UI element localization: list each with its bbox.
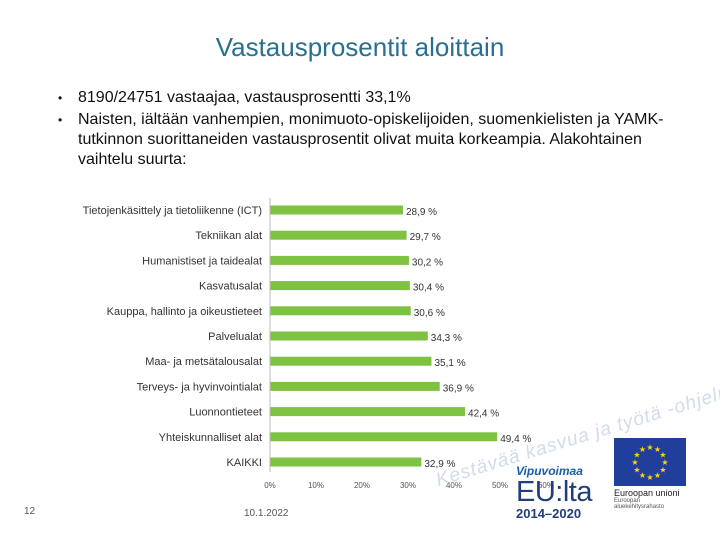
category-label: Humanistiset ja taidealat — [142, 255, 262, 267]
eu-star-icon: ★ — [633, 451, 640, 460]
vipu-years: 2014–2020 — [516, 506, 582, 521]
data-label: 30,6 % — [414, 308, 445, 319]
eu-star-icon: ★ — [654, 471, 661, 480]
data-label: 29,7 % — [410, 232, 441, 243]
data-label: 42,4 % — [468, 409, 499, 420]
data-label: 34,3 % — [431, 333, 462, 344]
eu-logo: ★ ★ ★ ★ ★ ★ ★ ★ ★ ★ ★ ★ Euroopan unioni Euroopan al… — [614, 438, 686, 510]
eu-star-icon: ★ — [631, 458, 638, 467]
category-label: Kasvatusalat — [199, 281, 262, 293]
bar — [270, 255, 409, 265]
vipu-name: Vipuvoimaa — [516, 464, 583, 478]
x-tick-label: 0% — [264, 481, 276, 490]
bar — [270, 356, 432, 366]
bar — [270, 381, 440, 391]
category-label: Maa- ja metsätalousalat — [145, 356, 262, 368]
bar — [270, 407, 466, 417]
data-label: 32,9 % — [424, 459, 455, 470]
eu-star-icon: ★ — [659, 466, 666, 475]
data-label: 30,2 % — [412, 257, 443, 268]
bullet-symbol: • — [58, 91, 63, 105]
eu-star-icon: ★ — [659, 451, 666, 460]
bullet-item: • 8190/24751 vastaajaa, vastausprosentti… — [58, 88, 698, 108]
bullet-symbol: • — [58, 113, 63, 127]
bullet-text: Naisten, iältään vanhempien, monimuoto-o… — [78, 111, 664, 168]
bullet-item: • Naisten, iältään vanhempien, monimuoto… — [58, 110, 698, 170]
eu-caption: Euroopan unioni — [614, 488, 680, 498]
data-label: 28,9 % — [406, 207, 437, 218]
category-label: Tekniikan alat — [195, 230, 262, 242]
eu-star-icon: ★ — [633, 466, 640, 475]
bullet-list: • 8190/24751 vastaajaa, vastausprosentti… — [58, 88, 698, 172]
eu-flag-icon: ★ ★ ★ ★ ★ ★ ★ ★ ★ ★ ★ ★ — [614, 438, 686, 486]
data-label: 36,9 % — [443, 383, 474, 394]
x-tick-label: 60% — [538, 481, 554, 490]
bar — [270, 432, 498, 442]
vipuvoimaa-logo: Vipuvoimaa EU:lta 2014–2020 — [516, 464, 612, 521]
x-tick-label: 30% — [400, 481, 416, 490]
category-label: Palvelualat — [208, 331, 262, 343]
category-label: Terveys- ja hyvinvointialat — [137, 381, 262, 393]
bar — [270, 457, 422, 467]
x-tick-label: 10% — [308, 481, 324, 490]
eu-star-icon: ★ — [661, 458, 668, 467]
data-label: 35,1 % — [434, 358, 465, 369]
eu-star-icon: ★ — [639, 471, 646, 480]
eu-star-icon: ★ — [646, 473, 653, 482]
bar — [270, 230, 407, 240]
bar — [270, 331, 428, 341]
eu-star-icon: ★ — [639, 445, 646, 454]
bar — [270, 205, 403, 215]
data-label: 30,4 % — [413, 283, 444, 294]
x-tick-label: 40% — [446, 481, 462, 490]
eu-stars-icon: ★★★★★★★★★ ★ ★★ — [631, 443, 668, 482]
page-number: 12 — [24, 506, 36, 517]
data-label: 49,4 % — [500, 434, 531, 445]
eu-star-icon: ★ — [654, 445, 661, 454]
eu-sub-caption: Euroopan aluekehitysrahasto — [614, 498, 665, 510]
bar — [270, 281, 410, 291]
category-label: Kauppa, hallinto ja oikeustieteet — [107, 306, 262, 318]
slide-title: Vastausprosentit aloittain — [215, 32, 505, 62]
bullet-text: 8190/24751 vastaajaa, vastausprosentti 3… — [78, 89, 411, 106]
x-tick-label: 50% — [492, 481, 508, 490]
x-tick-label: 20% — [354, 481, 370, 490]
category-label: Yhteiskunnalliset alat — [159, 432, 262, 444]
vipu-eu: EU:lta — [516, 476, 592, 508]
slide-date: 10.1.2022 — [244, 508, 289, 519]
category-label: Luonnontieteet — [189, 407, 262, 419]
category-label: KAIKKI — [227, 457, 262, 469]
bar — [270, 306, 411, 316]
category-label: Tietojenkäsittely ja tietoliikenne (ICT) — [83, 205, 262, 217]
eu-star-icon: ★ — [646, 443, 653, 452]
